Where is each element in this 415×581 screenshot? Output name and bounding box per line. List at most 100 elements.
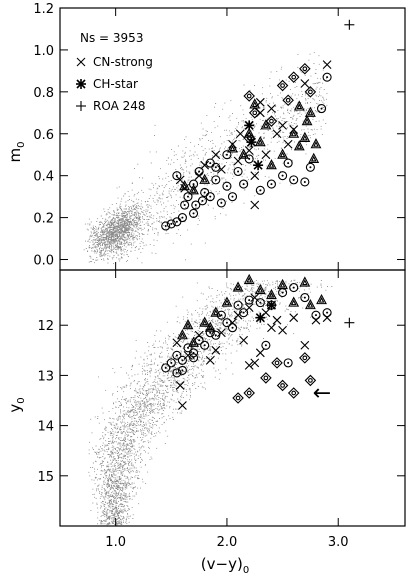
x-point xyxy=(216,165,226,174)
top-markers xyxy=(161,19,355,231)
diamond-point xyxy=(248,107,261,119)
x-point xyxy=(255,97,265,107)
triangle-point xyxy=(177,329,188,340)
asterisk-point xyxy=(253,160,264,171)
bottom-ylabel-sub: 0 xyxy=(16,397,27,403)
triangle-point xyxy=(266,288,277,300)
x-point xyxy=(183,350,193,360)
x-point xyxy=(255,348,265,358)
x-point xyxy=(322,60,332,69)
circle-dot-point xyxy=(266,179,277,189)
bottom-ylabel-base: y xyxy=(6,404,24,413)
x-point xyxy=(250,200,260,210)
y-tick-label: 13 xyxy=(37,369,54,384)
x-point xyxy=(200,160,210,170)
circle-dot-point xyxy=(233,166,243,177)
triangle-point xyxy=(232,281,244,292)
x-point xyxy=(289,125,299,134)
legend-x-symbol xyxy=(76,57,86,67)
x-point xyxy=(244,360,254,370)
legend-asterisk-symbol xyxy=(76,79,86,89)
diamond-point xyxy=(276,79,289,92)
bottom-panel-frame xyxy=(59,269,406,527)
diamond-point xyxy=(304,86,317,98)
circle-dot-point xyxy=(180,200,190,210)
circle-dot-point xyxy=(244,295,254,305)
circle-dot-point xyxy=(172,368,182,378)
circle-dot-point xyxy=(227,192,238,202)
triangle-point xyxy=(210,306,222,317)
circle-dot-point xyxy=(222,318,232,328)
background-dots xyxy=(83,52,333,526)
x-point xyxy=(244,303,254,313)
bottom-markers xyxy=(161,273,355,410)
x-tick-label: 2.0 xyxy=(217,535,238,550)
circle-dot-point xyxy=(289,283,299,293)
circle-dot-point xyxy=(227,323,238,333)
svg-text:y0: y0 xyxy=(6,397,27,412)
legend-plus-symbol xyxy=(76,101,86,111)
x-point xyxy=(272,315,282,325)
circle-dot-point xyxy=(322,308,332,318)
plus-point xyxy=(344,19,355,30)
x-point xyxy=(178,401,187,410)
circle-dot-point xyxy=(316,104,327,114)
x-point xyxy=(175,381,185,390)
circle-dot-point xyxy=(300,293,310,303)
triangle-point xyxy=(188,184,199,195)
y-tick-label: 0.2 xyxy=(33,212,54,227)
circle-dot-point xyxy=(166,219,176,229)
circle-dot-point xyxy=(216,198,226,208)
bottom-y-axis-title: y0 xyxy=(6,397,27,412)
circle-dot-point xyxy=(239,308,249,318)
x-point xyxy=(235,129,245,139)
bottom-ticks: 12 13 14 15 1.0 2.0 3.0 xyxy=(37,270,405,550)
circle-dot-point xyxy=(283,158,293,168)
top-y-axis-title: m0 xyxy=(6,142,27,163)
x-point xyxy=(300,79,310,88)
legend-label: CN-strong xyxy=(93,55,153,69)
y-tick-label: 0.8 xyxy=(33,86,54,101)
triangle-point xyxy=(243,273,255,285)
triangle-point xyxy=(293,100,305,111)
circle-dot-point xyxy=(188,208,199,218)
triangle-point xyxy=(260,119,272,130)
x-point xyxy=(267,104,276,113)
x-point xyxy=(211,150,221,160)
x-point xyxy=(250,358,260,368)
y-tick-label: 0.0 xyxy=(33,254,54,269)
circle-dot-point xyxy=(211,330,221,340)
diamond-point xyxy=(304,374,317,387)
triangle-point xyxy=(277,148,288,159)
triangle-point xyxy=(288,296,300,307)
diamond-point xyxy=(299,63,311,75)
circle-dot-point xyxy=(261,340,271,350)
circle-dot-point xyxy=(188,353,199,363)
triangle-point xyxy=(204,321,216,332)
diamond-point xyxy=(243,387,255,399)
circle-dot-point xyxy=(283,358,293,368)
triangle-point xyxy=(299,276,311,287)
x-tick-label: 1.0 xyxy=(105,535,126,550)
circle-dot-point xyxy=(172,350,182,360)
x-point xyxy=(175,175,185,185)
svg-text:m0: m0 xyxy=(6,142,27,163)
circle-dot-point xyxy=(222,181,232,191)
circle-dot-point xyxy=(197,196,208,206)
top-ylabel-sub: 0 xyxy=(16,142,27,148)
circle-dot-point xyxy=(183,192,193,202)
x-point xyxy=(239,335,249,345)
triangle-point xyxy=(254,283,266,295)
triangle-point xyxy=(221,296,233,307)
top-panel-frame xyxy=(59,7,406,271)
asterisk-point xyxy=(244,120,255,131)
x-point xyxy=(267,323,276,333)
circle-dot-point xyxy=(177,355,187,365)
diamond-point xyxy=(271,357,283,369)
circle-dot-point xyxy=(255,185,265,195)
x-point xyxy=(272,129,282,139)
circle-dot-point xyxy=(183,343,193,353)
sample-count-annotation: Ns = 3953 xyxy=(80,31,143,45)
diamond-point xyxy=(276,379,289,392)
triangle-point xyxy=(227,142,238,153)
